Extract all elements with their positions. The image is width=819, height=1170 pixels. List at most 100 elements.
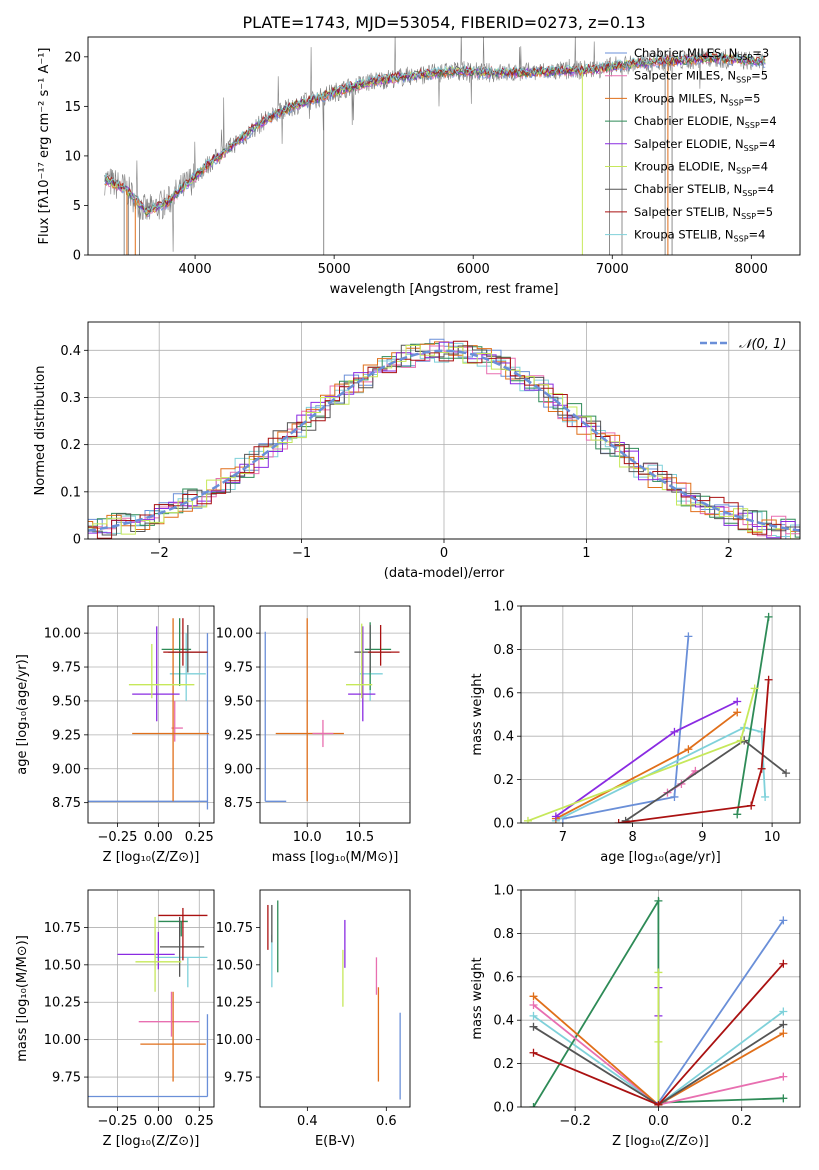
age_vs_mass-axes-frame	[259, 605, 411, 824]
weight_vs_Z-ytick-label: 0.8	[493, 927, 514, 942]
residuals-plot-area	[88, 338, 800, 539]
legend-label-sub: SSP	[741, 212, 756, 221]
legend-label: Salpeter STELIB, NSSP=5	[634, 205, 773, 221]
mass_vs_ebv-axes-frame	[259, 889, 411, 1108]
spectrum-xtick-label: 4000	[179, 262, 212, 277]
spectrum-plot-area	[104, 37, 766, 255]
weight-point-marker	[779, 1007, 788, 1016]
legend-label-main: Chabrier MILES, N	[634, 46, 737, 60]
residuals-ylabel: Normed distribution	[33, 366, 48, 496]
weight_vs_Z-xtick-label: 0.0	[648, 1114, 669, 1129]
age_vs_Z-xtick-label: 0.00	[144, 830, 173, 845]
age_vs_mass-ytick-label: 9.00	[224, 762, 253, 777]
mass_vs_ebv-panel: 0.4 0.6 9.75 10.00 10.25 10.50 10.75 E(B-V)	[216, 889, 411, 1149]
age_vs_Z-panel: −0.25 0.00 0.25 8.75 9.00 9.25 9.50 9.75 10.00 Z …	[15, 605, 215, 865]
weight-point-marker	[654, 968, 663, 977]
residuals-xlabel: (data-model)/error	[384, 566, 505, 581]
legend-label-suffix: =5	[744, 91, 761, 105]
weight_vs_Z-plot-area	[529, 896, 788, 1107]
residuals-ytick-label: 0.3	[60, 391, 81, 406]
mass_vs_Z-xtick-label: −0.25	[98, 1114, 138, 1129]
weight_vs_age-ytick-label: 0.8	[493, 643, 514, 658]
weight-point-marker	[747, 801, 756, 810]
weight-point-marker	[654, 1037, 663, 1046]
age_vs_mass-ytick-label: 9.25	[224, 728, 253, 743]
weight_vs_Z-ytick-label: 0.0	[493, 1101, 514, 1116]
legend-label-main: Salpeter MILES, N	[634, 69, 736, 83]
weight-point-marker	[614, 819, 623, 823]
weight-point-marker	[750, 684, 759, 693]
weight-point-marker	[779, 1020, 788, 1029]
weight-point-marker	[670, 792, 679, 801]
weight-point-marker	[654, 1100, 663, 1107]
legend-label-main: Kroupa MILES, N	[634, 91, 729, 105]
legend-label-main: Chabrier STELIB, N	[634, 182, 742, 196]
gaussian-curve	[88, 349, 800, 532]
weight_vs_age-ytick-label: 0.2	[493, 773, 514, 788]
legend-label-main: Kroupa ELODIE, N	[634, 160, 736, 174]
mass_vs_ebv-ytick-label: 10.25	[216, 996, 253, 1011]
weight_vs_Z-ytick-label: 0.2	[493, 1057, 514, 1072]
age_vs_Z-xlabel: Z [log₁₀(Z/Z⊙)]	[103, 850, 200, 865]
legend-label-main: Chabrier ELODIE, N	[634, 114, 745, 128]
weight_vs_Z-panel: −0.2 0.0 0.2 0.0 0.2 0.4 0.6 0.8 1.0 Z [log₁₀(Z/Z…	[470, 884, 801, 1149]
mass_vs_Z-ytick-label: 10.00	[44, 1033, 81, 1048]
weight_vs_Z-xlabel: Z [log₁₀(Z/Z⊙)]	[612, 1134, 709, 1149]
weight_vs_age-axes-frame	[520, 605, 801, 824]
weight-point-marker	[529, 1103, 538, 1107]
age_vs_mass-ytick-label: 8.75	[224, 796, 253, 811]
age_vs_Z-ytick-label: 8.75	[52, 796, 81, 811]
weight_vs_age-xtick-label: 7	[559, 830, 567, 845]
legend-label-sub: SSP	[734, 235, 749, 244]
mass_vs_Z-xtick-label: 0.00	[144, 1114, 173, 1129]
weight_vs_age-xlabel: age [log₁₀(age/yr)]	[600, 850, 721, 865]
legend-label-suffix: =4	[751, 160, 768, 174]
mass_vs_Z-ytick-label: 9.75	[52, 1071, 81, 1086]
weight-point-marker	[684, 745, 693, 754]
weight-point-marker	[779, 916, 788, 925]
age_vs_mass-xlabel: mass [log₁₀(M/M⊙)]	[272, 850, 399, 865]
spectrum-ytick-label: 20	[64, 50, 81, 65]
age_vs_mass-panel: 10.0 10.5 8.75 9.00 9.25 9.50 9.75 10.00 mass [l…	[216, 605, 411, 865]
weight_vs_age-ytick-label: 0.4	[493, 730, 514, 745]
legend-label-sub: SSP	[742, 189, 757, 198]
spectrum-xtick-label: 5000	[318, 262, 351, 277]
weight-point-marker	[529, 1048, 538, 1057]
spectrum-axes-frame	[87, 36, 801, 256]
legend-label-suffix: =4	[757, 182, 774, 196]
age_vs_mass-ytick-label: 10.00	[216, 627, 253, 642]
weight_vs_age-panel: 7 8 9 10 0.0 0.2 0.4 0.6 0.8 1.0 age [log₁₀(age/yr…	[470, 600, 801, 865]
weight_vs_age-xtick-label: 8	[628, 830, 636, 845]
spectrum-xlabel: wavelength [Angstrom, rest frame]	[330, 282, 559, 297]
figure-title: PLATE=1743, MJD=53054, FIBERID=0273, z=0…	[242, 13, 645, 32]
spectrum-model-line	[104, 51, 766, 213]
weight-point-marker	[529, 992, 538, 1001]
weight-point-marker	[733, 810, 742, 819]
weight-point-marker	[757, 764, 766, 773]
legend-label-main: Salpeter ELODIE, N	[634, 137, 744, 151]
legend-label: Salpeter ELODIE, NSSP=4	[634, 137, 776, 153]
spectrum-ytick-label: 15	[64, 100, 81, 115]
spectrum-ytick-label: 5	[73, 199, 81, 214]
age_vs_Z-ylabel: age [log₁₀(age/yr)]	[15, 654, 30, 775]
spectrum-ytick-label: 10	[64, 149, 81, 164]
legend-label-suffix: =4	[759, 137, 776, 151]
weight_vs_age-xtick-label: 9	[698, 830, 706, 845]
weight_vs_age-ytick-label: 1.0	[493, 600, 514, 615]
legend-label-main: Salpeter STELIB, N	[634, 205, 741, 219]
mass_vs_ebv-xlabel: E(B-V)	[315, 1134, 355, 1149]
legend-label-main: Kroupa STELIB, N	[634, 228, 734, 242]
mass_vs_Z-axes-frame	[87, 889, 215, 1108]
mass_vs_Z-xlabel: Z [log₁₀(Z/Z⊙)]	[103, 1134, 200, 1149]
weight-point-marker	[654, 896, 663, 905]
weight_vs_Z-ytick-label: 0.6	[493, 970, 514, 985]
residuals-ytick-label: 0.4	[60, 344, 81, 359]
mass_vs_ebv-xtick-label: 0.6	[376, 1114, 397, 1129]
weight_vs_age-ytick-label: 0.6	[493, 686, 514, 701]
spectrum-ylabel: Flux [fλ10⁻¹⁷ erg cm⁻² s⁻¹ A⁻¹]	[37, 48, 52, 245]
legend-label-suffix: =5	[756, 205, 773, 219]
